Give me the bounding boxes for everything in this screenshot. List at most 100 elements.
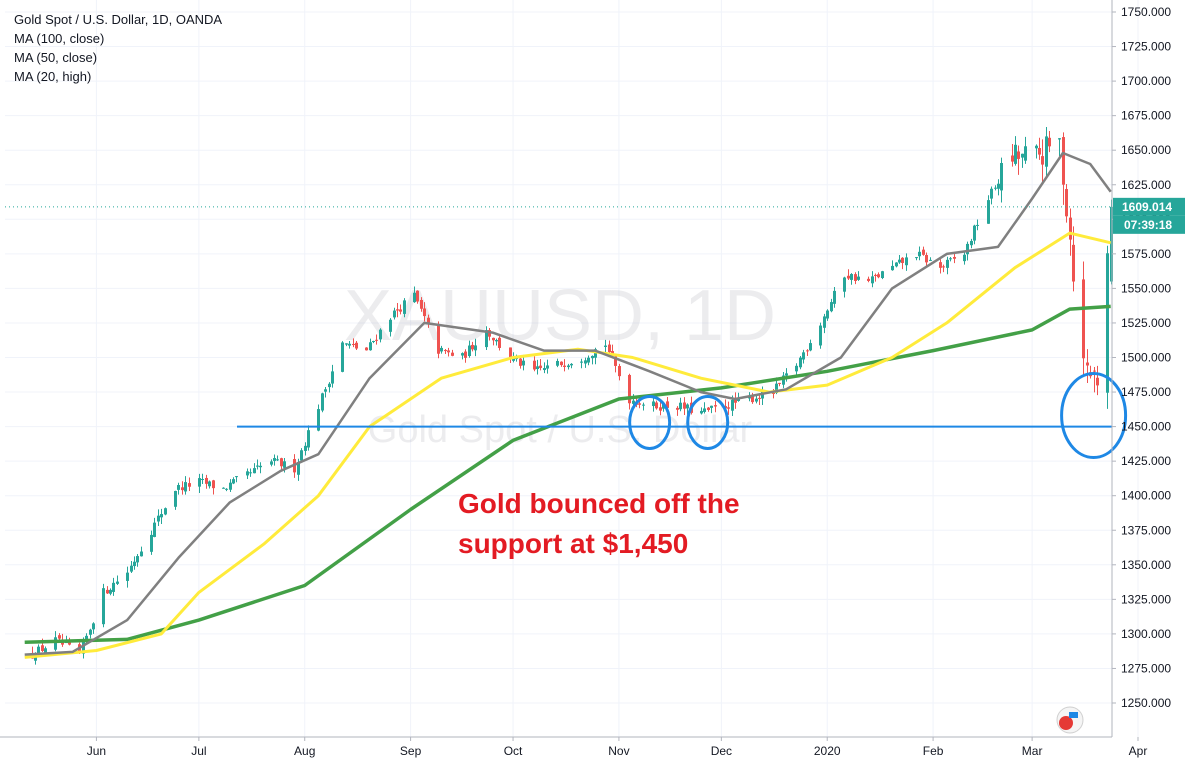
candle-body <box>1011 155 1014 162</box>
candle-body <box>1045 136 1048 167</box>
x-tick-label: Apr <box>1129 744 1148 758</box>
candle-body <box>939 262 942 268</box>
candle-body <box>225 488 228 490</box>
candle-body <box>570 363 573 366</box>
candle-body <box>1058 138 1061 140</box>
candle-body <box>881 271 884 279</box>
candle-body <box>823 316 826 328</box>
y-tick-label: 1725.000 <box>1121 40 1171 54</box>
watermark-symbol: XAUUSD, 1D <box>344 276 776 356</box>
x-tick-label: 2020 <box>814 744 841 758</box>
candle-body <box>802 352 805 360</box>
y-tick-label: 1750.000 <box>1121 5 1171 19</box>
candle-body <box>372 341 375 343</box>
candle-body <box>918 251 921 257</box>
annotation-line-1: Gold bounced off the <box>458 488 740 519</box>
candle-body <box>1000 163 1003 191</box>
countdown-label: 07:39:18 <box>1124 218 1172 232</box>
candle-body <box>751 395 754 403</box>
candle-body <box>365 347 368 351</box>
candle-body <box>270 461 273 465</box>
candle-body <box>116 581 119 584</box>
x-tick-label: Mar <box>1022 744 1043 758</box>
candle-body <box>54 637 57 650</box>
y-tick-label: 1300.000 <box>1121 627 1171 641</box>
candle-body <box>133 561 136 567</box>
candle-body <box>102 588 105 625</box>
legend-ma20: MA (20, high) <box>14 69 92 84</box>
candle-body <box>304 445 307 451</box>
candle-body <box>604 345 607 347</box>
candle-body <box>679 402 682 410</box>
candle-body <box>246 471 249 476</box>
candle-body <box>1038 148 1041 155</box>
candle-body <box>970 240 973 246</box>
y-tick-label: 1475.000 <box>1121 385 1171 399</box>
candle-body <box>471 344 474 350</box>
candle-body <box>990 188 993 199</box>
candle-body <box>389 319 392 332</box>
y-tick-label: 1275.000 <box>1121 661 1171 675</box>
x-tick-label: Jul <box>191 744 206 758</box>
candle-body <box>164 508 167 515</box>
x-tick-label: Nov <box>608 744 629 758</box>
candle-body <box>1062 137 1065 185</box>
candle-body <box>498 337 501 348</box>
candle-body <box>826 310 829 319</box>
y-tick-label: 1325.000 <box>1121 592 1171 606</box>
candle-body <box>205 477 208 484</box>
candle-body <box>519 358 522 366</box>
candle-body <box>580 361 583 363</box>
candle-body <box>201 478 204 480</box>
candle-body <box>112 582 115 592</box>
candle-body <box>1048 137 1051 147</box>
candle-body <box>618 366 621 377</box>
candle-body <box>994 187 997 189</box>
ma20-line <box>24 151 1112 656</box>
candle-body <box>89 629 92 635</box>
candle-body <box>140 551 143 557</box>
candle-body <box>929 259 932 261</box>
candle-body <box>130 565 133 572</box>
candle-body <box>1035 145 1038 149</box>
candle-body <box>775 383 778 394</box>
candle-body <box>317 409 320 431</box>
candle-body <box>41 645 44 651</box>
candle-body <box>177 485 180 490</box>
y-tick-label: 1525.000 <box>1121 316 1171 330</box>
candle-body <box>464 351 467 358</box>
y-tick-label: 1375.000 <box>1121 523 1171 537</box>
x-tick-label: Aug <box>294 744 315 758</box>
legend-title: Gold Spot / U.S. Dollar, 1D, OANDA <box>14 12 223 27</box>
candle-body <box>212 480 215 489</box>
candle-body <box>1072 244 1075 282</box>
candle-body <box>830 302 833 312</box>
ma100-line <box>24 304 1111 644</box>
candle-body <box>1082 279 1085 359</box>
annotation-line-2: support at $1,450 <box>458 528 689 559</box>
candle-body <box>799 357 802 368</box>
candle-body <box>594 349 597 358</box>
x-tick-label: Jun <box>87 744 106 758</box>
candle-body <box>546 365 549 369</box>
candle-body <box>987 200 990 224</box>
candle-body <box>375 339 378 341</box>
candle-body <box>440 347 443 352</box>
candle-body <box>427 317 430 324</box>
candle-body <box>468 345 471 357</box>
candle-body <box>379 329 382 340</box>
candle-body <box>683 402 686 409</box>
candle-body <box>877 274 880 278</box>
candle-body <box>922 249 925 255</box>
candle-body <box>444 350 447 352</box>
candle-body <box>1106 253 1109 393</box>
candle-body <box>492 337 495 341</box>
watermark-name: Gold Spot / U.S. Dollar <box>368 409 753 451</box>
candle-body <box>352 343 355 345</box>
candle-body <box>628 374 631 404</box>
candle-body <box>174 490 177 507</box>
candle-body <box>341 342 344 372</box>
x-tick-label: Sep <box>400 744 422 758</box>
